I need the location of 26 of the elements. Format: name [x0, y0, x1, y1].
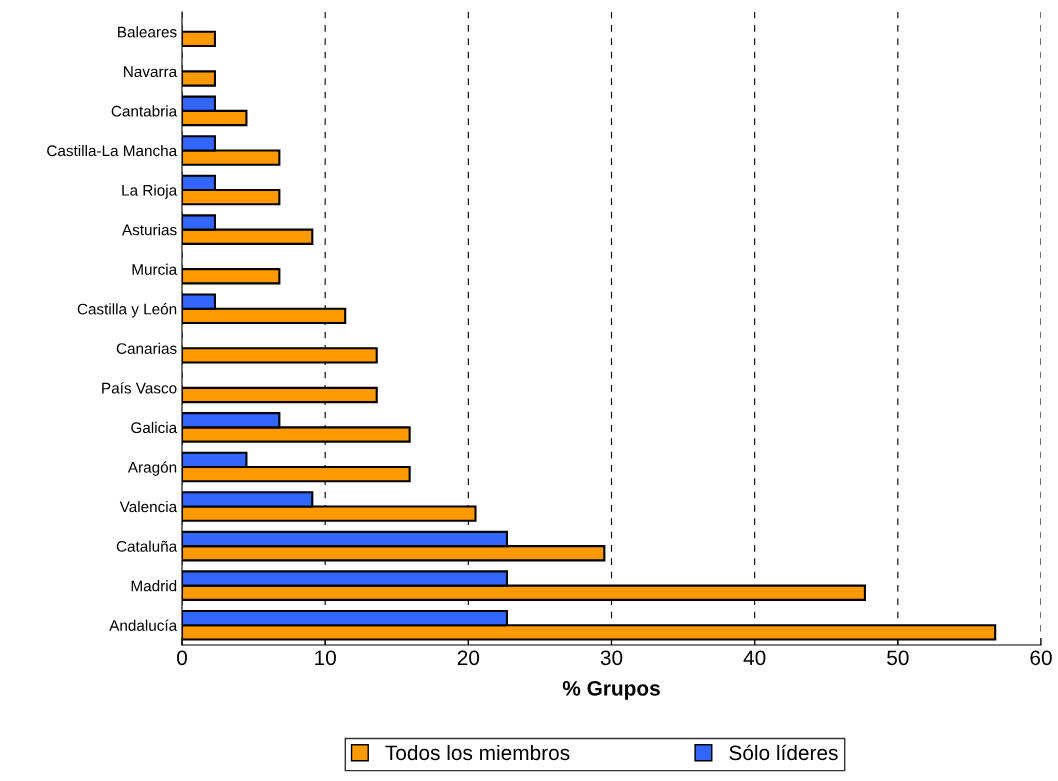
y-tick-label: Cataluña	[116, 540, 178, 552]
y-tick-label: Baleares	[118, 26, 177, 38]
y-tick-label: Galicia	[131, 421, 178, 434]
y-tick-label: Murcia	[132, 263, 178, 275]
y-tick-label: Navarra	[124, 66, 178, 78]
x-tick-label: 10	[315, 650, 336, 666]
y-tick-label: Andalucía	[109, 619, 178, 631]
legend-label: Todos los miembros	[385, 744, 570, 761]
y-tick-label: Madrid	[131, 580, 177, 592]
legend-label: Sólo líderes	[729, 744, 838, 761]
y-tick-label: Cantabria	[111, 105, 178, 117]
y-tick-label: País Vasco	[102, 382, 177, 394]
x-axis-title: % Grupos	[562, 680, 660, 700]
y-tick-label: Castilla-La Mancha	[47, 144, 178, 157]
y-tick-label: Asturias	[121, 224, 177, 236]
x-tick-label: 20	[457, 650, 480, 666]
y-tick-label: Valencia	[119, 501, 178, 513]
x-tick-label: 50	[887, 650, 909, 666]
y-tick-label: Castilla y León	[77, 303, 177, 318]
y-tick-label: Canarias	[116, 342, 177, 354]
x-tick-label: 30	[600, 650, 623, 666]
x-tick-label: 60	[1030, 650, 1052, 666]
x-tick-label: 40	[743, 650, 766, 666]
x-tick-label: 0	[177, 650, 187, 666]
y-tick-label: Aragón	[127, 461, 177, 476]
y-tick-label: La Rioja	[122, 184, 178, 199]
